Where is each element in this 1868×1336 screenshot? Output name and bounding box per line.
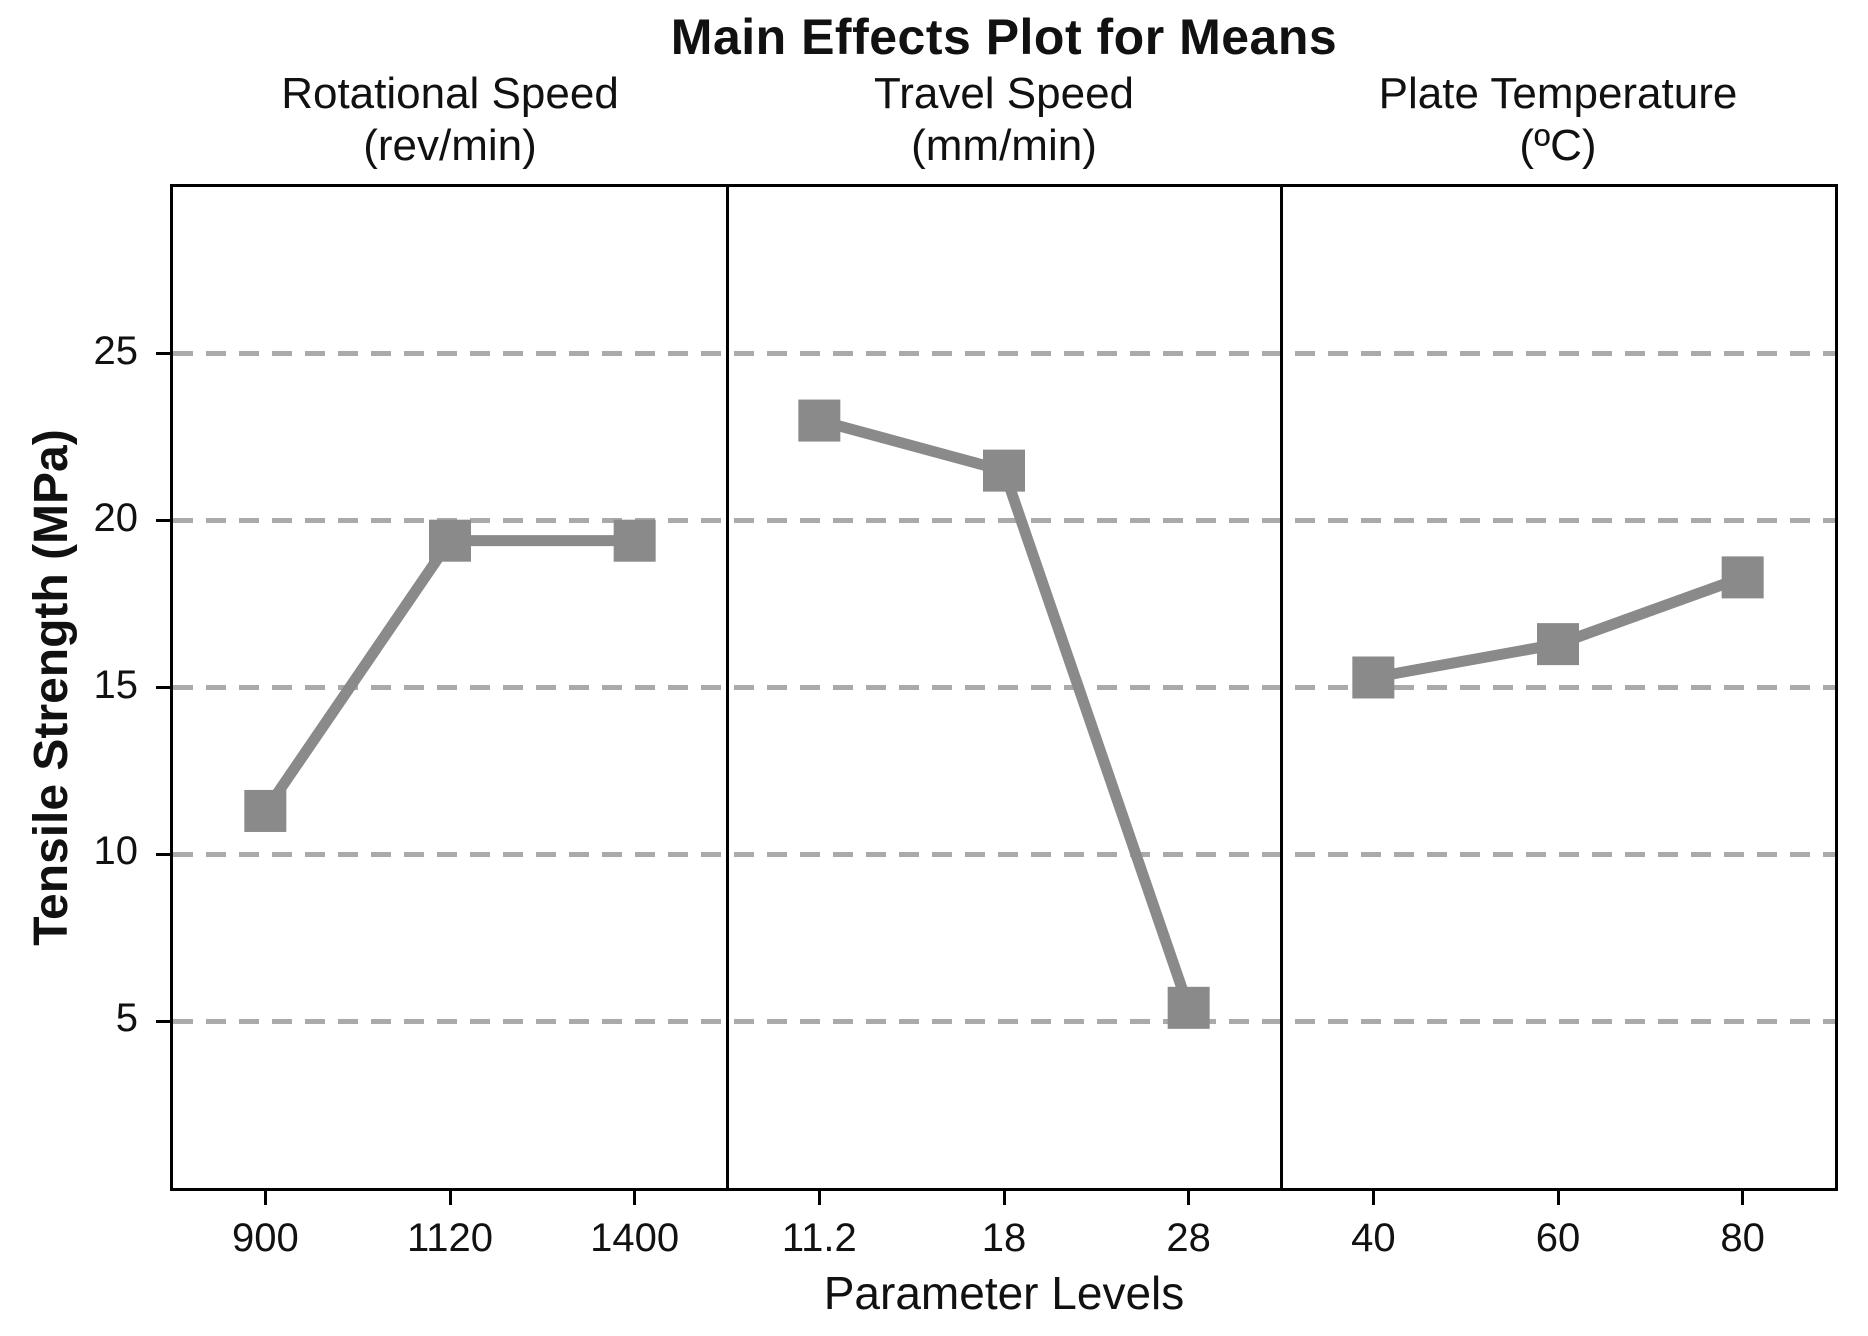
data-point-marker — [613, 519, 656, 562]
panel-header-line1: Plate Temperature — [1378, 69, 1738, 118]
x-tick-mark — [263, 1191, 267, 1205]
panel-header-line2: (mm/min) — [911, 121, 1097, 170]
gridline — [173, 518, 1835, 524]
x-tick-label: 1120 — [406, 1216, 493, 1260]
x-tick-mark — [817, 1191, 821, 1205]
data-point-marker — [244, 789, 287, 832]
x-tick-mark — [1741, 1191, 1745, 1205]
data-point-marker — [983, 449, 1025, 492]
panel-header-rotational-speed: Rotational Speed (rev/min) — [173, 68, 727, 172]
y-tick-mark — [156, 1019, 170, 1023]
y-tick-mark — [156, 352, 170, 356]
x-tick-label: 28 — [1166, 1216, 1211, 1260]
series-line — [260, 535, 635, 815]
x-tick-mark — [633, 1191, 637, 1205]
data-point-marker — [1721, 556, 1764, 599]
panel-header-line1: Travel Speed — [873, 69, 1135, 118]
gridline — [173, 1018, 1835, 1024]
chart-title: Main Effects Plot for Means — [670, 9, 1338, 65]
y-tick-label: 25 — [93, 328, 139, 373]
panel-divider — [725, 187, 729, 1188]
y-tick-label: 10 — [93, 829, 139, 874]
y-tick-label: 5 — [115, 996, 138, 1041]
x-tick-label: 40 — [1351, 1216, 1396, 1260]
panel-header-travel-speed: Travel Speed (mm/min) — [727, 68, 1281, 172]
x-tick-mark — [1556, 1191, 1560, 1205]
x-tick-label: 80 — [1720, 1216, 1765, 1260]
x-tick-label: 1400 — [590, 1216, 680, 1260]
y-tick-mark — [156, 519, 170, 523]
panel-header-line2: (ºC) — [1519, 121, 1597, 170]
x-tick-mark — [1187, 1191, 1191, 1205]
data-point-marker — [1167, 986, 1210, 1029]
x-tick-label: 18 — [981, 1216, 1027, 1260]
x-tick-mark — [1371, 1191, 1375, 1205]
y-tick-mark — [156, 686, 170, 689]
data-point-marker — [798, 399, 841, 442]
y-tick-mark — [156, 852, 170, 856]
data-point-marker — [429, 519, 471, 562]
x-tick-label: 900 — [231, 1216, 299, 1260]
gridline — [173, 851, 1835, 857]
x-tick-mark — [448, 1191, 452, 1205]
panel-series — [1352, 556, 1764, 699]
data-point-marker — [1352, 656, 1395, 699]
y-tick-label: 20 — [93, 495, 139, 540]
gridline — [173, 351, 1835, 357]
series-line — [817, 415, 1194, 1010]
x-tick-label: 60 — [1535, 1216, 1581, 1260]
plot-area: 5 10 15 20 25 900 1120 1400 11.2 18 28 40 60 80 — [94, 184, 1838, 1260]
x-tick-label: 11.2 — [781, 1216, 857, 1260]
x-axis-label: Parameter Levels — [823, 1267, 1185, 1319]
panel-header-plate-temperature: Plate Temperature (ºC) — [1281, 68, 1835, 172]
gridline — [173, 685, 1835, 690]
panel-header-line2: (rev/min) — [363, 121, 537, 170]
x-tick-mark — [1002, 1191, 1006, 1205]
y-tick-label: 15 — [93, 662, 139, 707]
panel-divider — [1279, 187, 1283, 1188]
data-point-marker — [1537, 623, 1579, 666]
panel-series — [798, 399, 1210, 1029]
panel-header-line1: Rotational Speed — [281, 69, 619, 118]
panel-series — [244, 519, 656, 832]
